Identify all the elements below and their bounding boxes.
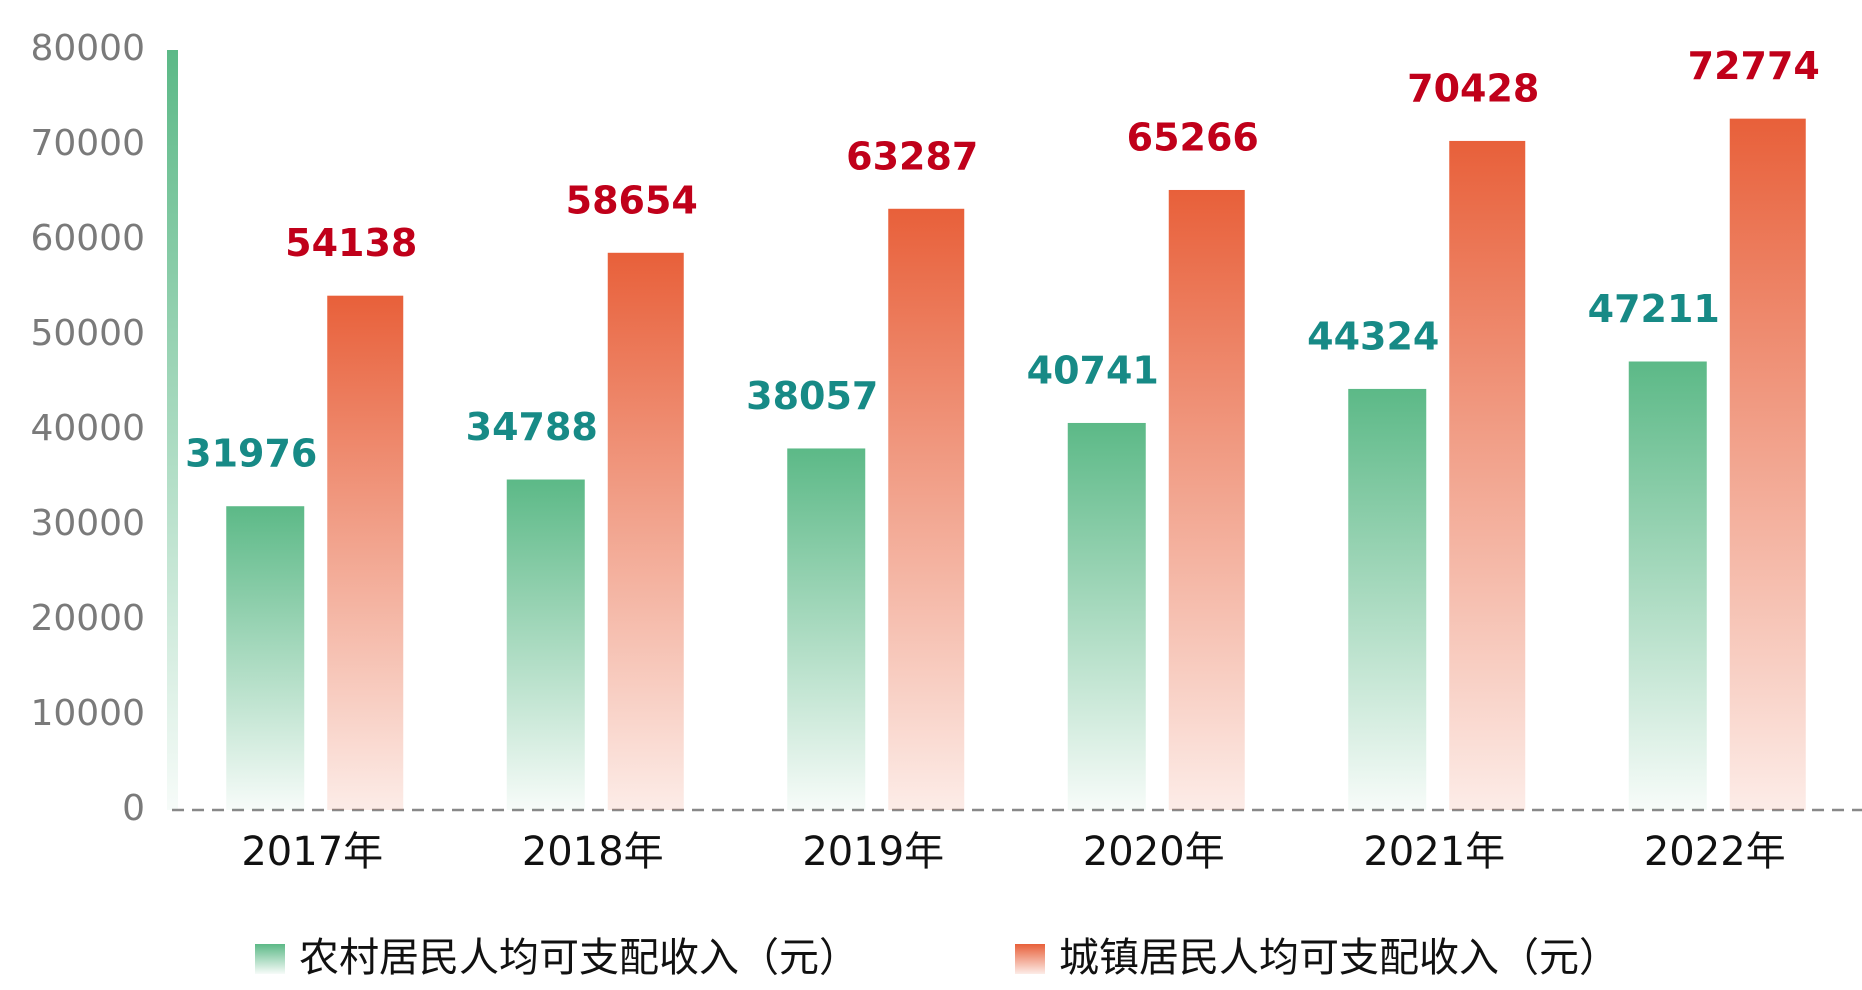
legend-label: 农村居民人均可支配收入（元）: [299, 935, 859, 981]
bar: [888, 208, 965, 810]
x-tick-label: 2021年: [1363, 829, 1505, 875]
legend-marker: [1015, 944, 1045, 974]
y-tick-label: 60000: [30, 218, 145, 259]
axis-bar: [167, 50, 178, 810]
data-label: 40741: [1027, 348, 1159, 392]
bar: [226, 506, 305, 810]
bar: [1348, 388, 1427, 810]
data-label: 44324: [1307, 314, 1439, 358]
bar: [327, 295, 404, 811]
y-tick-label: 20000: [30, 598, 145, 639]
bar: [1067, 422, 1146, 810]
data-label: 70428: [1407, 66, 1539, 110]
data-label: 31976: [185, 432, 317, 476]
data-label: 34788: [466, 405, 598, 449]
data-label: 54138: [285, 221, 417, 265]
y-tick-label: 40000: [30, 408, 145, 449]
x-tick-label: 2017年: [241, 829, 383, 875]
y-tick-label: 30000: [30, 503, 145, 544]
data-label: 58654: [566, 178, 698, 222]
bar: [607, 252, 684, 811]
bar: [506, 479, 585, 810]
legend-marker: [255, 944, 285, 974]
bar: [1729, 118, 1806, 811]
y-tick-label: 10000: [30, 693, 145, 734]
data-label: 38057: [746, 374, 878, 418]
bar: [1449, 140, 1526, 810]
y-tick-label: 70000: [30, 123, 145, 164]
x-tick-label: 2022年: [1644, 829, 1786, 875]
x-tick-label: 2018年: [522, 829, 664, 875]
bar: [787, 448, 866, 810]
data-label: 65266: [1127, 115, 1259, 159]
data-label: 72774: [1688, 44, 1820, 88]
x-tick-label: 2020年: [1083, 829, 1225, 875]
y-tick-label: 50000: [30, 313, 145, 354]
y-tick-label: 0: [122, 788, 145, 829]
x-tick-label: 2019年: [802, 829, 944, 875]
data-label: 47211: [1588, 287, 1720, 331]
bar: [1168, 189, 1245, 810]
bar: [1628, 361, 1707, 810]
legend-label: 城镇居民人均可支配收入（元）: [1059, 935, 1619, 981]
data-label: 63287: [846, 134, 978, 178]
y-tick-label: 80000: [30, 28, 145, 69]
